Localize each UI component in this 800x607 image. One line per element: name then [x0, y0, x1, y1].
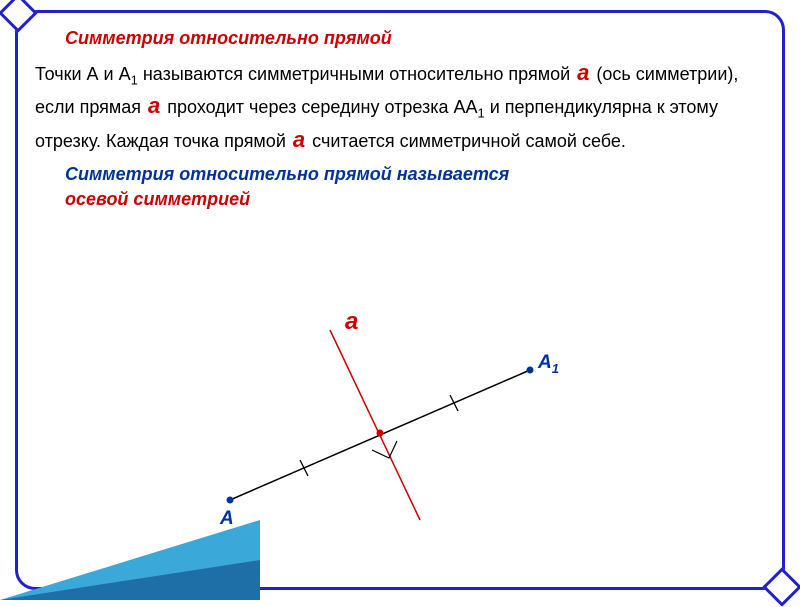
- subscript: 1: [478, 106, 485, 121]
- text: А: [538, 352, 552, 373]
- symmetry-diagram: а А А1: [200, 290, 600, 550]
- slide-title: Симметрия относительно прямой: [65, 28, 770, 49]
- text: Точки А и А: [35, 64, 131, 84]
- point-a1-label: А1: [538, 352, 559, 376]
- midpoint-dot: [377, 430, 384, 437]
- axis-letter: а: [146, 93, 162, 118]
- point-a-dot: [227, 497, 234, 504]
- decorative-triangle-dark: [0, 560, 260, 600]
- axis-label: а: [345, 308, 358, 336]
- text: Симметрия относительно прямой называется: [65, 164, 509, 184]
- axis-letter: а: [291, 127, 307, 152]
- axis-letter: а: [575, 60, 591, 85]
- subtitle: Симметрия относительно прямой называется…: [65, 162, 770, 212]
- tick-mark-1: [300, 460, 308, 476]
- tick-mark-2: [450, 395, 458, 411]
- text: называются симметричными относительно пр…: [138, 64, 575, 84]
- definition-paragraph: Точки А и А1 называются симметричными от…: [35, 57, 770, 156]
- slide-content: Симметрия относительно прямой Точки А и …: [35, 28, 770, 212]
- axial-term: осевой симметрией: [65, 189, 250, 209]
- diagram-svg: [200, 290, 600, 550]
- axis-line: [330, 330, 420, 520]
- text: считается симметричной самой себе.: [307, 131, 626, 151]
- subscript: 1: [131, 73, 138, 88]
- text: проходит через середину отрезка АА: [162, 97, 477, 117]
- point-a1-dot: [527, 367, 534, 374]
- subscript: 1: [552, 361, 559, 376]
